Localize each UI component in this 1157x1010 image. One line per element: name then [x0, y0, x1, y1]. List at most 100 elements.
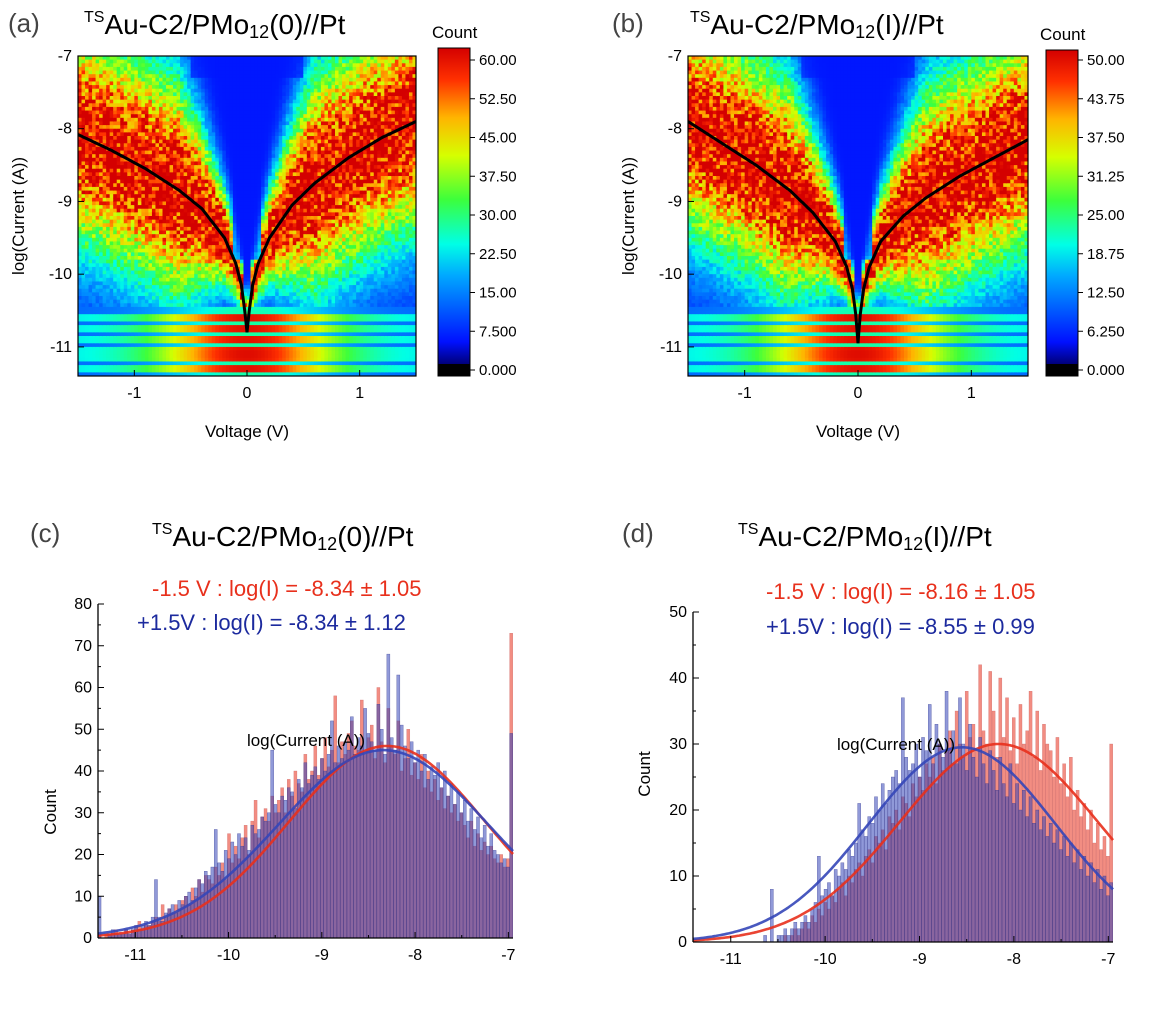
heatmap-cell: [250, 328, 255, 333]
heatmap-cell: [218, 354, 223, 359]
heatmap-cell: [247, 128, 252, 133]
heatmap-cell: [81, 277, 86, 283]
heatmap-cell: [268, 256, 273, 261]
heatmap-cell: [78, 226, 83, 232]
heatmap-cell: [239, 248, 245, 253]
heatmap-cell: [85, 201, 90, 206]
heatmap-cell: [95, 277, 100, 283]
heatmap-cell: [215, 81, 220, 86]
heatmap-cell: [208, 252, 213, 257]
heatmap-cell: [123, 70, 128, 75]
heatmap-cell: [268, 212, 273, 217]
heatmap-cell: [166, 183, 171, 188]
heatmap-cell: [169, 208, 174, 213]
heatmap-cell: [250, 183, 255, 188]
heatmap-cell: [222, 66, 227, 72]
heatmap-cell: [106, 339, 111, 344]
heatmap-cell: [239, 179, 245, 184]
heatmap-cell: [201, 325, 206, 330]
heatmap-cell: [225, 336, 230, 341]
heatmap-cell: [144, 63, 150, 68]
heatmap-cell: [257, 190, 262, 195]
heatmap-cell: [95, 128, 100, 133]
heatmap-cell: [78, 277, 83, 283]
heatmap-cell: [275, 99, 280, 104]
heatmap-cell: [204, 274, 209, 279]
heatmap-cell: [232, 63, 238, 68]
heatmap-cell: [229, 357, 234, 363]
heatmap-cell: [247, 88, 252, 93]
heatmap-cell: [232, 201, 238, 206]
heatmap-cell: [92, 99, 97, 104]
heatmap-cell: [141, 168, 146, 173]
heatmap-cell: [215, 74, 220, 79]
heatmap-cell: [257, 285, 262, 290]
heatmap-cell: [92, 357, 97, 363]
heatmap-cell: [109, 343, 114, 348]
heatmap-cell: [271, 165, 276, 170]
heatmap-cell: [204, 310, 209, 315]
heatmap-cell: [183, 241, 188, 246]
heatmap-cell: [190, 234, 195, 239]
heatmap-cell: [176, 325, 181, 330]
heatmap-cell: [180, 96, 185, 101]
heatmap-cell: [166, 85, 171, 90]
heatmap-cell: [194, 226, 199, 232]
heatmap-cell: [222, 274, 227, 279]
heatmap-cell: [106, 252, 111, 257]
heatmap-cell: [162, 328, 167, 333]
heatmap-cell: [268, 96, 273, 101]
heatmap-cell: [190, 150, 195, 155]
heatmap-cell: [268, 143, 273, 148]
heatmap-cell: [222, 110, 227, 115]
heatmap-cell: [155, 350, 160, 355]
heatmap-cell: [88, 274, 93, 279]
heatmap-cell: [99, 186, 104, 192]
heatmap-cell: [257, 368, 262, 373]
heatmap-cell: [218, 306, 223, 312]
heatmap-cell: [264, 226, 269, 232]
heatmap-cell: [229, 110, 234, 115]
heatmap-cell: [148, 146, 153, 152]
heatmap-cell: [243, 216, 248, 221]
heatmap-cell: [201, 179, 206, 184]
heatmap-cell: [204, 321, 209, 326]
heatmap-cell: [261, 106, 266, 112]
heatmap-cell: [88, 63, 93, 68]
heatmap-cell: [148, 350, 153, 355]
heatmap-cell: [120, 328, 125, 333]
heatmap-cell: [137, 343, 142, 348]
heatmap-cell: [137, 226, 142, 232]
heatmap-cell: [137, 125, 142, 130]
heatmap-cell: [247, 357, 252, 363]
heatmap-cell: [116, 306, 121, 312]
heatmap-cell: [211, 216, 216, 221]
heatmap-cell: [130, 208, 135, 213]
heatmap-cell: [261, 212, 266, 217]
heatmap-cell: [271, 248, 276, 253]
heatmap-cell: [109, 165, 114, 170]
heatmap-cell: [218, 292, 223, 297]
heatmap-cell: [264, 77, 269, 83]
heatmap-cell: [106, 216, 111, 221]
heatmap-cell: [99, 325, 104, 330]
heatmap-cell: [194, 150, 199, 155]
heatmap-cell: [134, 96, 139, 101]
heatmap-cell: [239, 343, 245, 348]
heatmap-cell: [88, 226, 93, 232]
heatmap-cell: [197, 157, 202, 163]
heatmap-cell: [208, 205, 213, 210]
heatmap-cell: [134, 183, 139, 188]
heatmap-cell: [271, 270, 276, 275]
heatmap-cell: [151, 346, 157, 352]
heatmap-cell: [211, 343, 216, 348]
heatmap-cell: [239, 332, 245, 337]
heatmap-cell: [243, 99, 248, 104]
heatmap-cell: [173, 226, 178, 232]
heatmap-cell: [190, 354, 195, 359]
heatmap-cell: [134, 325, 139, 330]
heatmap-cell: [268, 336, 273, 341]
heatmap-cell: [176, 266, 181, 272]
heatmap-cell: [137, 303, 142, 308]
heatmap-cell: [173, 201, 178, 206]
